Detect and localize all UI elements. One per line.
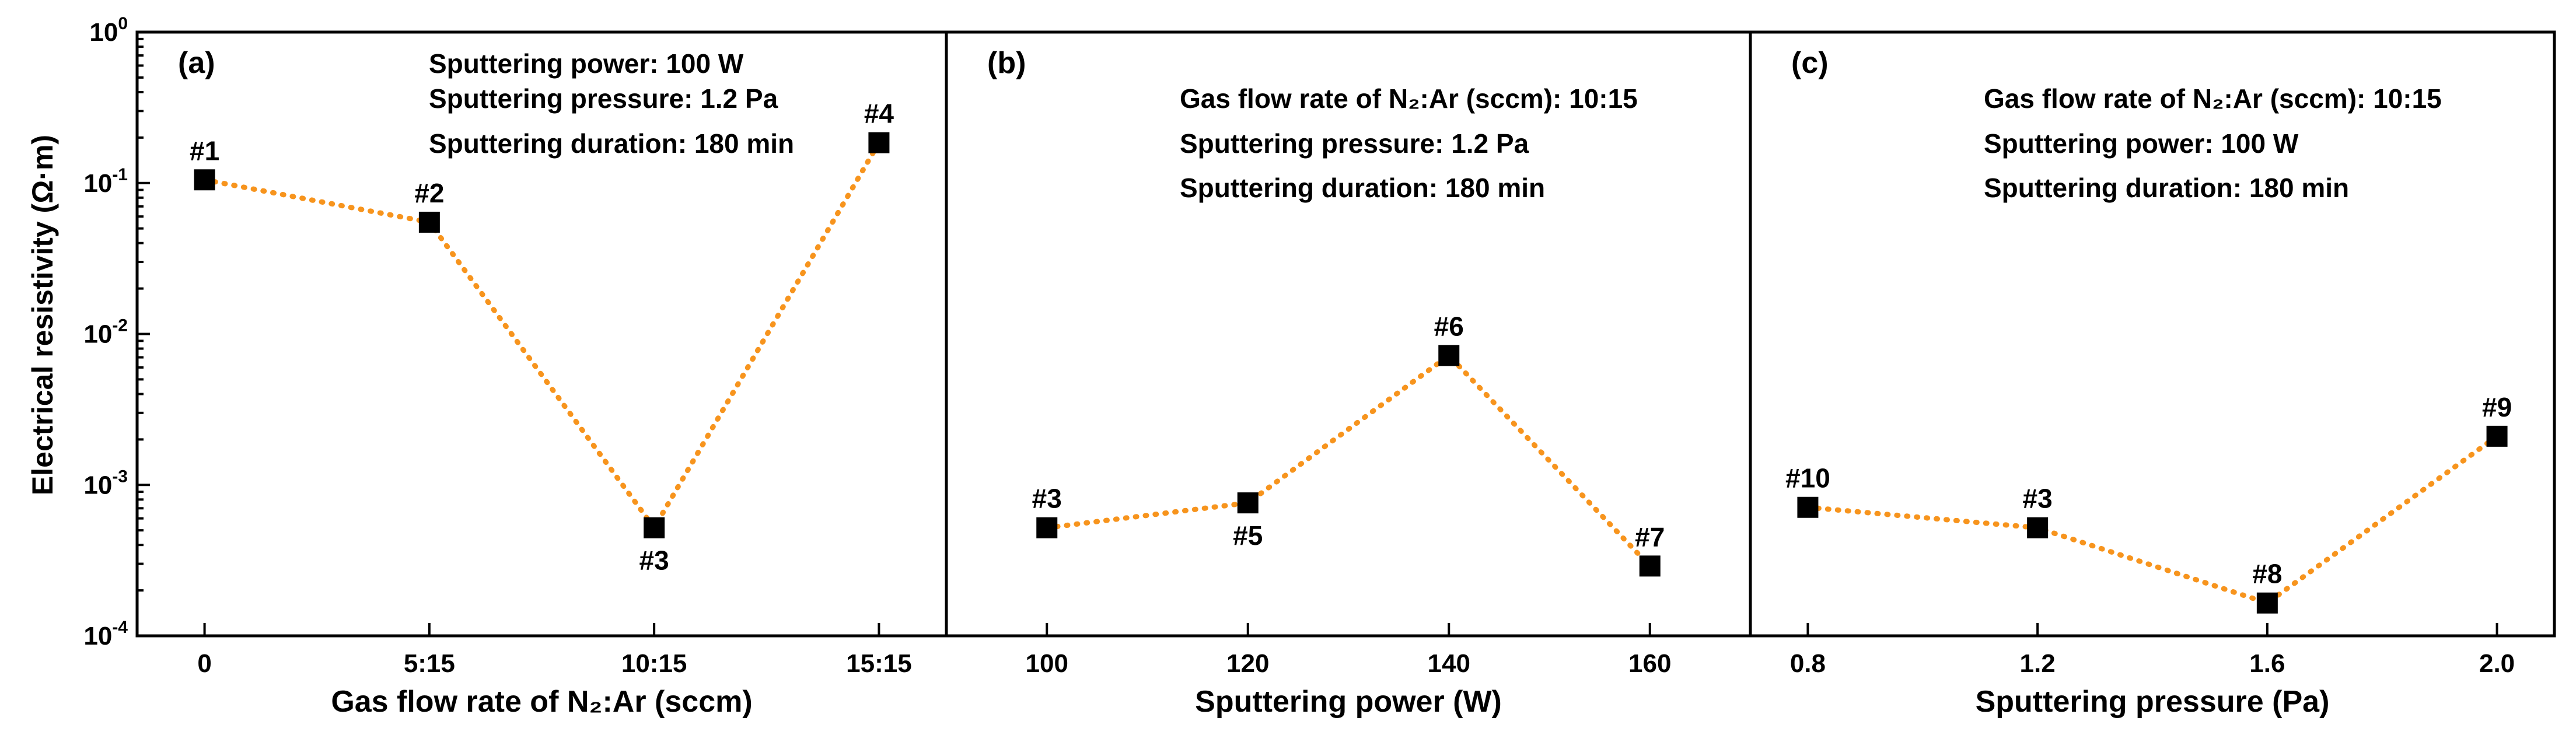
condition-annotation: Sputtering duration: 180 min <box>1180 173 1545 203</box>
data-point-marker <box>1438 345 1460 366</box>
point-label: #3 <box>1032 484 1062 514</box>
data-point-marker <box>2027 517 2049 538</box>
x-axis-label: Gas flow rate of N₂:Ar (sccm) <box>331 685 752 719</box>
data-point-marker <box>644 517 665 538</box>
point-label: #3 <box>2023 484 2053 514</box>
x-tick-label: 5:15 <box>404 649 455 678</box>
x-tick-label: 15:15 <box>846 649 912 678</box>
condition-annotation: Sputtering pressure: 1.2 Pa <box>1180 128 1529 159</box>
x-tick-label: 120 <box>1226 649 1269 678</box>
x-tick-label: 160 <box>1628 649 1671 678</box>
point-label: #8 <box>2252 559 2282 589</box>
x-tick-label: 1.6 <box>2249 649 2285 678</box>
data-point-marker <box>1797 496 1819 518</box>
x-tick-label: 2.0 <box>2479 649 2515 678</box>
point-label: #2 <box>414 178 444 208</box>
point-label: #3 <box>639 545 669 576</box>
panel-label: (b) <box>987 46 1026 80</box>
condition-annotation: Sputtering duration: 180 min <box>1984 173 2349 203</box>
y-tick-label: 10-3 <box>83 467 128 499</box>
condition-annotation: Gas flow rate of N₂:Ar (sccm): 10:15 <box>1984 83 2442 114</box>
y-axis-label: Electrical resistivity (Ω·m) <box>26 135 59 495</box>
y-tick-label: 10-1 <box>83 165 128 198</box>
plot-frame <box>1749 30 2556 638</box>
panel-0: 0 5:15 10:15 15:15 Gas flow rate of N₂:Ar (s… <box>135 30 948 719</box>
y-tick-label: 100 <box>89 14 128 47</box>
data-point-marker <box>1237 492 1259 514</box>
x-tick-label: 140 <box>1428 649 1470 678</box>
condition-annotation: Sputtering duration: 180 min <box>429 128 794 159</box>
panel-1: 100 120 140 160 Sputtering power (W) (b) Gas f… <box>945 30 1752 719</box>
point-label: #4 <box>864 99 894 129</box>
panel-label: (c) <box>1791 46 1829 80</box>
series-line <box>202 140 882 533</box>
y-tick-label: 10-2 <box>83 316 128 349</box>
y-tick-label: 10-4 <box>83 618 128 650</box>
y-axis: 100 10-1 10-2 10-3 10-4 <box>83 14 150 650</box>
series-line <box>1044 352 1653 569</box>
x-axis-label: Sputtering pressure (Pa) <box>1976 685 2330 719</box>
condition-annotation: Sputtering pressure: 1.2 Pa <box>429 83 778 114</box>
point-label: #7 <box>1635 522 1665 552</box>
data-point-marker <box>418 211 440 233</box>
data-point-marker <box>868 132 890 153</box>
data-point-marker <box>1036 517 1058 538</box>
data-point-marker <box>194 169 215 191</box>
condition-annotation: Gas flow rate of N₂:Ar (sccm): 10:15 <box>1180 83 1638 114</box>
x-tick-label: 0 <box>197 649 211 678</box>
series-line <box>1805 433 2500 606</box>
plot-frame <box>135 30 948 638</box>
x-tick-label: 0.8 <box>1790 649 1826 678</box>
panel-label: (a) <box>178 46 215 80</box>
point-label: #9 <box>2482 392 2512 422</box>
point-label: #10 <box>1785 463 1830 494</box>
condition-annotation: Sputtering power: 100 W <box>1984 128 2299 159</box>
condition-annotation: Sputtering power: 100 W <box>429 48 744 79</box>
x-axis-label: Sputtering power (W) <box>1195 685 1502 719</box>
point-label: #1 <box>190 135 219 166</box>
panel-2: 0.8 1.2 1.6 2.0 Sputtering pressure (Pa) (c) G… <box>1749 30 2556 719</box>
data-point-marker <box>1639 555 1661 577</box>
panels: 0 5:15 10:15 15:15 Gas flow rate of N₂:Ar (s… <box>135 30 2556 719</box>
point-label: #6 <box>1434 311 1464 341</box>
x-tick-label: 1.2 <box>2020 649 2056 678</box>
data-point-marker <box>2256 592 2278 614</box>
x-tick-label: 100 <box>1026 649 1068 678</box>
point-label: #5 <box>1233 520 1263 551</box>
data-point-marker <box>2486 425 2508 447</box>
x-tick-label: 10:15 <box>621 649 687 678</box>
